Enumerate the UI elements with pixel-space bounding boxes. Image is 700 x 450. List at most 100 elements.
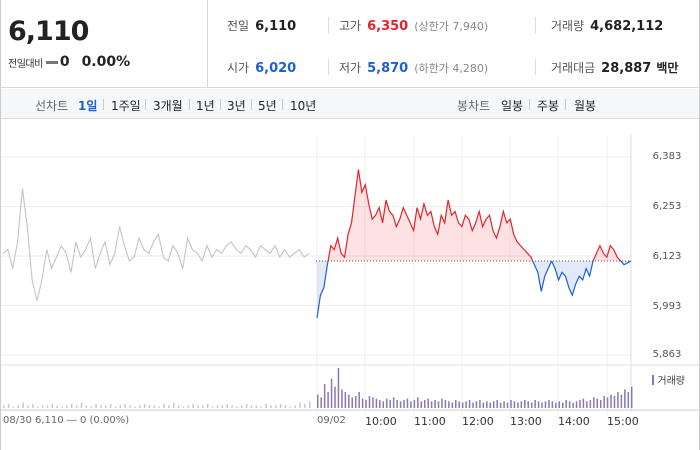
open-label: 시가 (227, 61, 250, 75)
volume-bar (455, 400, 457, 408)
volume-bar (620, 394, 623, 408)
volume-bar (317, 394, 319, 408)
volume-bar (351, 397, 354, 408)
volume-bar (506, 402, 509, 408)
y-tick-label: 6,383 (652, 151, 682, 162)
volume-bar (631, 386, 633, 408)
tab-5year[interactable]: 5년 (258, 99, 277, 113)
fall-area (551, 260, 594, 296)
volume-bar (596, 398, 598, 408)
volume-bar (403, 400, 405, 408)
volume-bar (265, 404, 267, 408)
volume-bar (354, 396, 357, 408)
volume-bar (124, 404, 126, 408)
chart-lines (2, 169, 632, 319)
volume-bar (41, 405, 44, 408)
y-tick-label: 6,253 (652, 201, 682, 212)
volume-bar (434, 400, 436, 408)
volume-label: 거래량 (551, 19, 585, 33)
volume-bar (279, 404, 282, 408)
volume-bar (187, 405, 190, 408)
volume-bar (624, 389, 626, 408)
x-tick-label: 09/02 (317, 415, 346, 426)
volume-bar (275, 405, 277, 408)
volume-bar (148, 405, 151, 408)
volume-bar (358, 392, 360, 408)
prev-close-value: 6,110 (255, 19, 297, 34)
high-label: 고가 (339, 19, 362, 33)
tab-separator (282, 99, 283, 110)
y-tick-label: 6,123 (652, 251, 682, 262)
volume-legend: 거래량 (652, 372, 685, 387)
tab-1week[interactable]: 1주일 (111, 99, 141, 113)
x-tick-label: 11:00 (414, 415, 446, 428)
chart-fills (317, 169, 631, 319)
volume-bar (372, 397, 374, 408)
volume-bar (513, 401, 516, 408)
stat-prev-close: 전일 6,110 (227, 17, 296, 34)
volume-bar (85, 405, 88, 408)
volume-bar (255, 405, 258, 408)
volume-bar (211, 406, 214, 408)
tab-daily-candle[interactable]: 일봉 (501, 99, 524, 113)
rise-line (592, 244, 622, 262)
volume-bar (499, 402, 502, 408)
volume-bar (492, 401, 495, 408)
volume-bar (344, 392, 347, 408)
volume-bar (534, 400, 536, 408)
tab-10year[interactable]: 10년 (290, 99, 317, 113)
change-label: 전일대비 (8, 58, 43, 70)
rise-line (327, 169, 534, 262)
volume-bar (182, 406, 185, 408)
volume-bar (153, 405, 156, 408)
volume-bar (503, 401, 505, 408)
volume-bar (568, 401, 571, 408)
price-summary: 6,110 전일대비 0 0.00% 전일 6,110 고가 6,350 (상한… (1, 0, 699, 88)
volume-bar (250, 405, 253, 408)
volume-bar (207, 404, 209, 408)
tab-separator (529, 99, 530, 110)
volume-bar (114, 406, 117, 408)
stat-volume: 거래량 4,682,112 (551, 17, 663, 34)
volume-bar (417, 397, 419, 408)
volume-bar (56, 405, 58, 408)
volume-bar (71, 404, 73, 408)
trade-amount-unit: 백만 (656, 61, 679, 75)
volume-bar (320, 397, 322, 408)
volume-bar (90, 406, 92, 408)
tab-1day[interactable]: 1일 (78, 99, 98, 113)
volume-bar (437, 401, 440, 408)
tab-weekly-candle[interactable]: 주봉 (537, 99, 560, 113)
volume-bar (565, 400, 567, 408)
volume-bar (158, 406, 160, 408)
volume-bar (482, 402, 485, 408)
tab-1year[interactable]: 1년 (196, 99, 215, 113)
prev-day-info: 08/30 6,110 ― 0 (0.00%) (3, 415, 130, 426)
low-value: 5,870 (367, 61, 409, 76)
volume-bar (375, 398, 378, 408)
y-tick-label: 5,993 (652, 301, 682, 312)
volume-bar (177, 405, 180, 408)
volume-bar (289, 406, 292, 408)
volume-bar (334, 386, 336, 408)
volume-bar (582, 398, 585, 408)
volume-bar (430, 401, 433, 408)
volume-bar (410, 401, 412, 408)
divider (328, 59, 329, 75)
tab-monthly-candle[interactable]: 월봉 (574, 99, 597, 113)
volume-bar (100, 405, 102, 408)
change-row: 전일대비 0 0.00% (8, 54, 130, 70)
rise-area (328, 169, 533, 261)
volume-bar (61, 406, 63, 408)
volume-bar (163, 404, 165, 408)
volume-legend-label: 거래량 (657, 376, 685, 387)
volume-bar (489, 402, 492, 408)
tab-3year[interactable]: 3년 (227, 99, 246, 113)
volume-bar (245, 404, 248, 408)
volume-bar (348, 394, 350, 408)
volume-bar (119, 405, 122, 408)
volume-bar (448, 401, 450, 408)
volume-bar (337, 368, 340, 408)
intraday-chart (1, 135, 699, 415)
tab-3month[interactable]: 3개월 (153, 99, 183, 113)
